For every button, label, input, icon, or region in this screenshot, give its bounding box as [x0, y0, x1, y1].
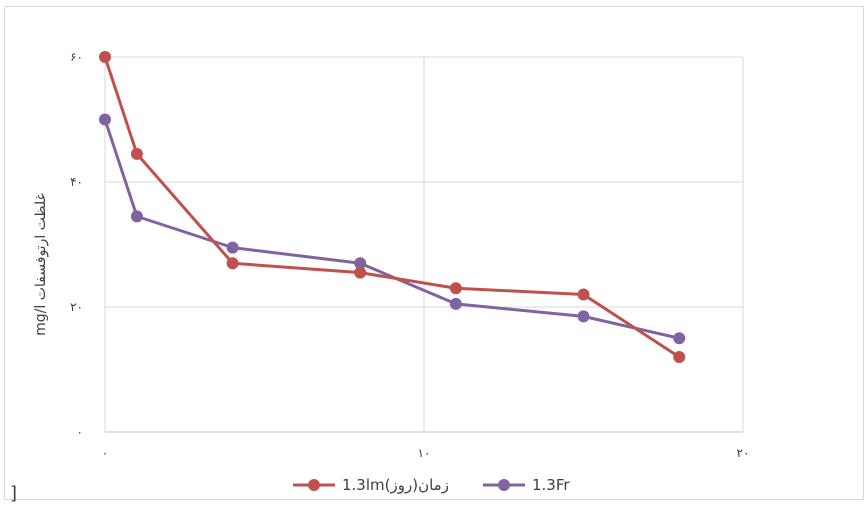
data-point-1.3Fr: [673, 332, 686, 345]
data-point-1.3lm: [449, 282, 462, 295]
data-point-1.3lm: [226, 257, 239, 270]
x-axis-ticks: ۰ ۱۰ ۲۰: [102, 446, 750, 460]
data-point-1.3Fr: [577, 310, 590, 323]
legend-label-1.3lm: 1.3lm(زمان(روز: [342, 476, 449, 494]
y-axis-label: mg/l غلظت ارتوفسفات: [33, 193, 49, 336]
series-1.3lm: [99, 51, 686, 363]
data-point-1.3Fr: [130, 210, 143, 223]
data-point-1.3lm: [354, 266, 367, 279]
y-tick-label: ۴۰: [70, 175, 83, 189]
data-point-1.3lm: [99, 51, 111, 63]
series-line-1.3lm: [103, 56, 681, 359]
x-tick-label: ۰: [102, 446, 108, 460]
data-point-1.3lm: [130, 147, 143, 160]
y-axis-ticks: ۰ ۲۰ ۴۰ ۶۰: [70, 50, 83, 439]
legend-marker-1.3Fr: [498, 479, 510, 491]
legend-marker-1.3lm: [308, 479, 320, 491]
x-tick-label: ۲۰: [737, 446, 750, 460]
data-point-1.3Fr: [354, 257, 367, 270]
series-line-1.3Fr: [103, 119, 680, 340]
y-tick-label: ۲۰: [70, 300, 83, 314]
data-point-1.3Fr: [99, 113, 111, 126]
data-point-1.3lm: [673, 351, 686, 363]
legend-label-1.3Fr: 1.3Fr: [532, 476, 570, 494]
line-chart: ۰ ۲۰ ۴۰ ۶۰ ۰ ۱۰ ۲۰ mg/l غلظت ارتوفسفات 1.3lm(…: [33, 50, 750, 494]
series-layer: [99, 51, 686, 363]
data-point-1.3Fr: [226, 241, 239, 254]
stray-bracket-mark: ]: [10, 483, 18, 504]
series-1.3Fr: [99, 113, 686, 345]
y-tick-label: ۶۰: [70, 50, 83, 64]
gridlines: [104, 56, 744, 433]
data-point-1.3lm: [577, 288, 590, 301]
x-tick-label: ۱۰: [418, 446, 431, 460]
chart-frame: ۰ ۲۰ ۴۰ ۶۰ ۰ ۱۰ ۲۰ mg/l غلظت ارتوفسفات 1.3lm(…: [4, 6, 864, 500]
data-point-1.3Fr: [449, 297, 462, 310]
y-tick-label: ۰: [77, 425, 83, 439]
legend: 1.3lm(زمان(روز 1.3Fr: [293, 476, 570, 494]
